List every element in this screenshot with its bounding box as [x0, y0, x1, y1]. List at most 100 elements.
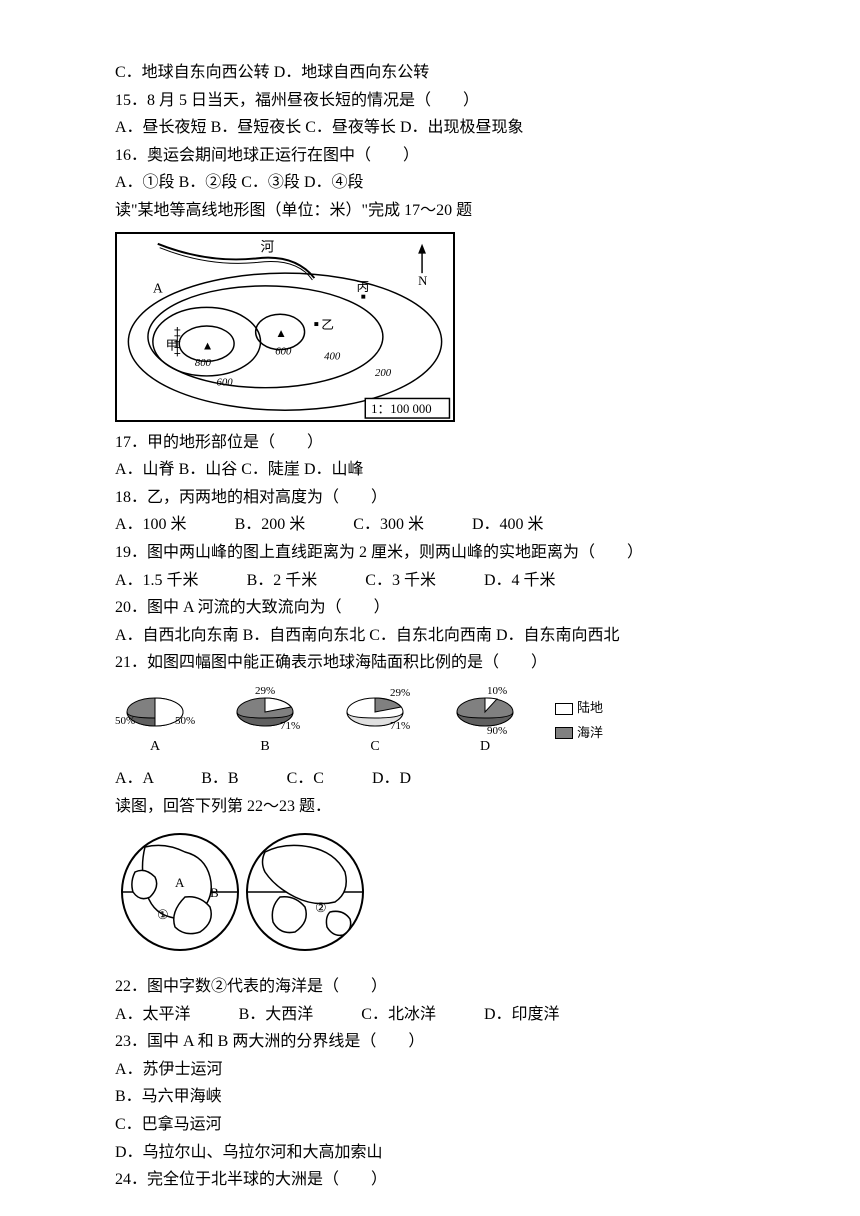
svg-text:29%: 29%: [255, 685, 275, 697]
svg-text:29%: 29%: [390, 687, 410, 699]
q15-d: D．出现极昼现象: [400, 119, 524, 136]
q19-d: D．4 千米: [484, 572, 556, 589]
legend-ocean: 海洋: [577, 723, 603, 744]
q20-c: C．自东北向西南: [369, 627, 492, 644]
q19-options: A．1.5 千米 B．2 千米 C．3 千米 D．4 千米: [115, 568, 745, 594]
hemi-intro-text: 读图，回答下列第 22～23 题．: [115, 794, 745, 820]
q15-b: B．昼短夜长: [211, 119, 302, 136]
q18-b: B．200 米: [235, 516, 306, 533]
q23-b: B．马六甲海峡: [115, 1084, 745, 1110]
q18-a: A．100 米: [115, 516, 187, 533]
hemispheres-figure: ① A B ②: [115, 827, 745, 966]
q22-c: C．北冰洋: [361, 1006, 436, 1023]
q23-a: A．苏伊士运河: [115, 1057, 745, 1083]
q20-options: A．自西北向东南 B．自西南向东北 C．自东北向西南 D．自东南向西北: [115, 623, 745, 649]
q23-d: D．乌拉尔山、乌拉尔河和大高加索山: [115, 1140, 745, 1166]
q16-a: A．①段: [115, 174, 175, 191]
q15-c: C．昼夜等长: [305, 119, 396, 136]
q23-c: C．巴拿马运河: [115, 1112, 745, 1138]
q17-c: C．陡崖: [241, 461, 300, 478]
q24-text: 24．完全位于北半球的大洲是（ ）: [115, 1167, 745, 1193]
contour-elev-600b: 600: [275, 345, 292, 357]
pie-C: 29% 71% C: [335, 684, 415, 758]
contour-label-river: 河: [261, 239, 275, 254]
contour-elev-600a: 600: [216, 376, 233, 388]
contour-elev-800: 800: [195, 357, 212, 369]
q19-text: 19．图中两山峰的图上直线距离为 2 厘米，则两山峰的实地距离为（ ）: [115, 540, 745, 566]
q21-options: A．A B．B C．C D．D: [115, 766, 745, 792]
q22-options: A．太平洋 B．大西洋 C．北冰洋 D．印度洋: [115, 1002, 745, 1028]
q20-text: 20．图中 A 河流的大致流向为（ ）: [115, 595, 745, 621]
hemi-label-B: B: [210, 885, 219, 900]
pie-legend: 陆地 海洋: [555, 698, 603, 744]
q17-text: 17．甲的地形部位是（ ）: [115, 430, 745, 456]
q20-a: A．自西北向东南: [115, 627, 239, 644]
q17-d: D．山峰: [304, 461, 364, 478]
q15-text: 15．8 月 5 日当天，福州昼夜长短的情况是（ ）: [115, 88, 745, 114]
q15-a: A．昼长夜短: [115, 119, 207, 136]
q19-c: C．3 千米: [365, 572, 436, 589]
north-label: N: [418, 273, 427, 287]
q21-b: B．B: [201, 770, 238, 787]
contour-elev-200: 200: [375, 367, 392, 379]
hemispheres-svg: ① A B ②: [115, 827, 375, 957]
contour-label-bing: 丙: [356, 279, 369, 293]
q21-c: C．C: [287, 770, 324, 787]
hemi-label-one: ①: [157, 907, 169, 922]
contour-label-A: A: [153, 280, 163, 295]
q21-a: A．A: [115, 770, 153, 787]
q18-d: D．400 米: [472, 516, 544, 533]
q14-c: C．地球自东向西公转: [115, 64, 270, 81]
svg-text:▲: ▲: [275, 326, 287, 339]
q22-text: 22．图中字数②代表的海洋是（ ）: [115, 974, 745, 1000]
q23-text: 23．国中 A 和 B 两大洲的分界线是（ ）: [115, 1029, 745, 1055]
pie-B: 29% 71% B: [225, 684, 305, 758]
pie-D-label: D: [480, 736, 490, 758]
q16-d: D．④段: [304, 174, 364, 191]
contour-map-svg: A 河 甲 ▲ ▲ 乙 丙 800 600 600 400 200 N 1：10…: [117, 234, 453, 420]
svg-text:▲: ▲: [202, 339, 214, 352]
q22-a: A．太平洋: [115, 1006, 191, 1023]
hemi-label-two: ②: [315, 900, 327, 915]
contour-label-yi: 乙: [321, 318, 334, 332]
pie-A: 50% 50% A: [115, 684, 195, 758]
contour-map-figure: A 河 甲 ▲ ▲ 乙 丙 800 600 600 400 200 N 1：10…: [115, 232, 745, 422]
q22-b: B．大西洋: [239, 1006, 314, 1023]
q14-d: D．地球自西向东公转: [274, 64, 430, 81]
pie-D: 10% 90% D: [445, 684, 525, 758]
q19-a: A．1.5 千米: [115, 572, 199, 589]
q18-options: A．100 米 B．200 米 C．300 米 D．400 米: [115, 512, 745, 538]
q21-text: 21．如图四幅图中能正确表示地球海陆面积比例的是（ ）: [115, 650, 745, 676]
q16-options: A．①段 B．②段 C．③段 D．④段: [115, 170, 745, 196]
q16-text: 16．奥运会期间地球正运行在图中（ ）: [115, 143, 745, 169]
q16-c: C．③段: [241, 174, 300, 191]
q19-b: B．2 千米: [247, 572, 318, 589]
q17-options: A．山脊 B．山谷 C．陡崖 D．山峰: [115, 457, 745, 483]
hemi-label-A: A: [175, 875, 185, 890]
pie-C-label: C: [370, 736, 379, 758]
legend-land: 陆地: [577, 698, 603, 719]
q16-b: B．②段: [179, 174, 238, 191]
q20-d: D．自东南向西北: [496, 627, 620, 644]
q14-options-cd: C．地球自东向西公转 D．地球自西向东公转: [115, 60, 745, 86]
pie-B-label: B: [260, 736, 269, 758]
svg-text:71%: 71%: [280, 720, 300, 732]
q20-b: B．自西南向东北: [243, 627, 366, 644]
svg-text:10%: 10%: [487, 685, 507, 697]
pie-charts-figure: 50% 50% A 29% 71% B 29% 71% C 10% 9: [115, 684, 745, 758]
contour-elev-400: 400: [324, 350, 341, 362]
svg-text:50%: 50%: [115, 715, 135, 727]
contour-label-jia: 甲: [166, 338, 179, 352]
q18-text: 18．乙，丙两地的相对高度为（ ）: [115, 485, 745, 511]
q17-b: B．山谷: [179, 461, 238, 478]
contour-intro-text: 读"某地等高线地形图（单位：米）"完成 17～20 题: [115, 198, 745, 224]
q22-d: D．印度洋: [484, 1006, 560, 1023]
q21-d: D．D: [372, 770, 411, 787]
svg-text:90%: 90%: [487, 725, 507, 734]
pie-A-label: A: [150, 736, 160, 758]
svg-text:50%: 50%: [175, 715, 195, 727]
svg-text:71%: 71%: [390, 720, 410, 732]
q18-c: C．300 米: [353, 516, 424, 533]
scale-label: 1：100 000: [371, 402, 431, 416]
q15-options: A．昼长夜短 B．昼短夜长 C．昼夜等长 D．出现极昼现象: [115, 115, 745, 141]
